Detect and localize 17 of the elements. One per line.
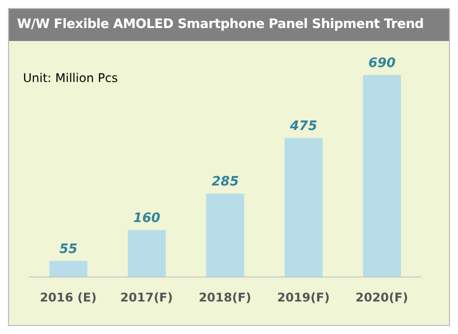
x-tick-label: 2017(F) [120,290,173,305]
x-tick-label: 2016 (E) [40,290,97,305]
data-label: 690 [368,56,396,71]
bar [362,75,401,277]
bar [128,230,166,277]
data-label: 160 [133,211,160,226]
data-label: 55 [59,242,78,257]
bar [49,260,88,277]
x-tick-label: 2018(F) [198,290,252,305]
bar [206,194,244,277]
bar [284,138,323,277]
annotation: Unit: Million Pcs [23,71,118,85]
chart-title: W/W Flexible AMOLED Smartphone Panel Shipment Trend [9,9,449,41]
data-label: 475 [289,118,318,134]
data-label: 285 [212,174,239,190]
x-tick-label: 2020(F) [356,290,408,305]
x-tick-label: 2019(F) [277,290,330,305]
